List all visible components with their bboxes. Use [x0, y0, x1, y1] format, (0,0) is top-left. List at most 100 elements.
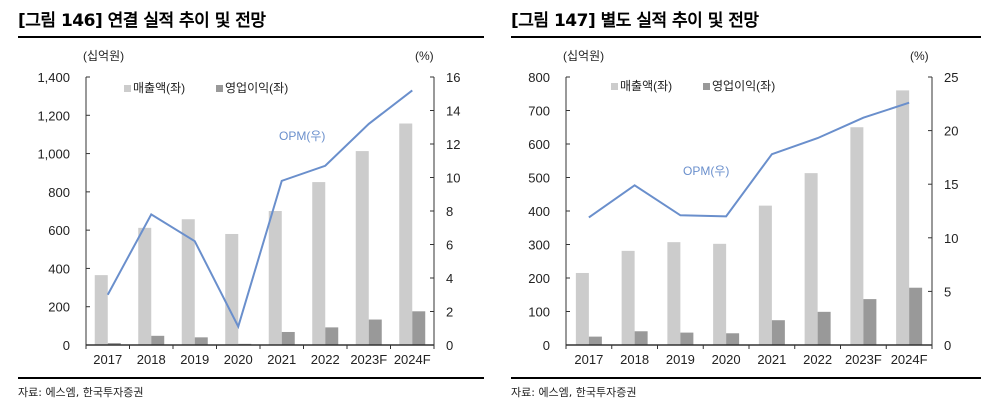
legend-swatch-revenue [611, 83, 618, 90]
revenue-bar [896, 90, 910, 346]
operating-profit-bar [863, 299, 877, 345]
revenue-bar [225, 233, 239, 345]
revenue-bar [312, 182, 326, 345]
legend-label-revenue: 매출액(좌) [133, 81, 185, 95]
left-y-tick-label: 1,200 [37, 108, 70, 123]
left-y-tick-label: 400 [48, 261, 70, 276]
left-y-tick-label: 800 [528, 70, 550, 85]
left-y-tick-label: 800 [48, 185, 70, 200]
operating-profit-bar [680, 332, 694, 345]
opm-line [106, 89, 413, 330]
x-tick-label: 2022 [311, 352, 340, 367]
opm-line [588, 101, 910, 219]
title-rule [18, 36, 484, 38]
x-tick-label: 2020 [712, 352, 741, 367]
right-y-tick-label: 8 [446, 204, 453, 219]
chart-title-separate: [그림 147] 별도 실적 추이 및 전망 [511, 11, 759, 31]
legend-swatch-operating-profit [216, 85, 223, 92]
revenue-bar [138, 227, 152, 345]
legend-swatch-revenue [124, 85, 131, 92]
revenue-bar [758, 205, 772, 345]
x-tick-label: 2024F [394, 352, 431, 367]
legend-label-operating-profit: 영업이익(좌) [225, 81, 288, 95]
x-tick-label: 2021 [267, 352, 296, 367]
x-tick-label: 2018 [137, 352, 166, 367]
source-note: 자료: 에스엠, 한국투자증권 [18, 386, 144, 399]
right-y-tick-label: 5 [944, 284, 951, 299]
right-y-tick-label: 10 [446, 171, 460, 186]
operating-profit-bar [771, 320, 785, 345]
opm-series-label: OPM(우) [683, 164, 729, 178]
legend-label-revenue: 매출액(좌) [620, 79, 672, 93]
source-rule [511, 377, 981, 379]
operating-profit-bar [368, 319, 382, 345]
left-y-tick-label: 600 [528, 137, 550, 152]
operating-profit-bar [817, 311, 831, 345]
left-y-tick-label: 0 [543, 338, 550, 353]
operating-profit-bar [107, 343, 121, 345]
right-y-tick-label: 16 [446, 70, 460, 85]
x-tick-label: 2017 [574, 352, 603, 367]
x-tick-label: 2018 [620, 352, 649, 367]
left-y-tick-label: 1,400 [37, 70, 70, 85]
left-y-tick-label: 200 [48, 300, 70, 315]
x-tick-label: 2019 [180, 352, 209, 367]
operating-profit-bar [194, 337, 208, 345]
left-y-tick-label: 100 [528, 305, 550, 320]
revenue-bar [850, 127, 864, 345]
legend-swatch-operating-profit [703, 83, 710, 90]
x-tick-label: 2024F [891, 352, 928, 367]
left-y-tick-label: 400 [528, 204, 550, 219]
x-tick-label: 2023F [350, 352, 387, 367]
x-tick-label: 2023F [845, 352, 882, 367]
revenue-bar [181, 219, 195, 345]
operating-profit-bar [151, 335, 165, 345]
x-tick-label: 2017 [93, 352, 122, 367]
operating-profit-bar [909, 287, 923, 345]
operating-profit-bar [281, 331, 295, 345]
left-axis-unit: (십억원) [83, 49, 124, 63]
left-axis-unit: (십억원) [563, 49, 604, 63]
x-tick-label: 2022 [803, 352, 832, 367]
left-y-tick-label: 1,000 [37, 147, 70, 162]
revenue-bar [621, 250, 635, 345]
right-axis-unit: (%) [910, 49, 929, 63]
revenue-bar [94, 275, 108, 345]
revenue-bar [713, 243, 727, 345]
revenue-bar [399, 123, 413, 345]
chart-title-consolidated: [그림 146] 연결 실적 추이 및 전망 [18, 11, 266, 31]
source-rule [18, 377, 484, 379]
left-y-tick-label: 500 [528, 171, 550, 186]
revenue-bar [268, 211, 282, 345]
x-tick-label: 2019 [666, 352, 695, 367]
right-y-tick-label: 2 [446, 305, 453, 320]
x-tick-label: 2021 [757, 352, 786, 367]
left-y-tick-label: 300 [528, 238, 550, 253]
operating-profit-bar [634, 331, 648, 345]
left-y-tick-label: 0 [63, 338, 70, 353]
right-y-tick-label: 12 [446, 137, 460, 152]
operating-profit-bar [726, 333, 740, 345]
revenue-bar [804, 173, 818, 345]
operating-profit-bar [325, 327, 339, 345]
revenue-bar [667, 242, 681, 345]
right-y-tick-label: 6 [446, 238, 453, 253]
right-y-tick-label: 0 [446, 338, 453, 353]
left-y-tick-label: 200 [528, 271, 550, 286]
operating-profit-bar [412, 311, 426, 345]
operating-profit-bar [588, 336, 602, 345]
right-axis-unit: (%) [415, 49, 434, 63]
x-tick-label: 2020 [224, 352, 253, 367]
right-y-tick-label: 10 [944, 231, 958, 246]
left-y-tick-label: 700 [528, 104, 550, 119]
title-rule [511, 36, 981, 38]
right-y-tick-label: 4 [446, 271, 453, 286]
right-y-tick-label: 0 [944, 338, 951, 353]
right-y-tick-label: 25 [944, 70, 958, 85]
right-y-tick-label: 14 [446, 104, 460, 119]
left-y-tick-label: 600 [48, 223, 70, 238]
source-note: 자료: 에스엠, 한국투자증권 [511, 386, 637, 399]
opm-series-label: OPM(우) [279, 129, 325, 143]
